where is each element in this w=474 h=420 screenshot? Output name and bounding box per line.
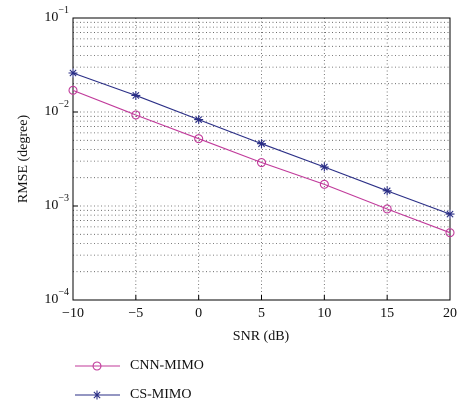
data-point — [194, 134, 204, 144]
y-tick-label: 10−2 — [44, 99, 69, 119]
y-tick-label: 10−4 — [44, 287, 69, 307]
x-tick-label: −5 — [128, 306, 143, 321]
data-point — [256, 157, 267, 168]
x-tick-label: 15 — [380, 306, 394, 321]
data-point — [68, 85, 78, 95]
x-tick-label: 0 — [195, 306, 202, 321]
legend-label: CNN-MIMO — [130, 358, 204, 373]
x-tick-label: −10 — [62, 306, 84, 321]
x-tick-label: 5 — [258, 306, 265, 321]
data-point — [131, 90, 141, 100]
data-point — [382, 186, 392, 196]
legend-marker — [92, 361, 102, 371]
data-point — [257, 139, 266, 149]
data-point — [194, 115, 204, 125]
data-point — [445, 228, 455, 238]
data-point — [445, 209, 455, 219]
series-line — [72, 89, 451, 234]
plot-frame — [72, 17, 451, 301]
data-point — [319, 179, 329, 189]
y-axis-title: RMSE (degree) — [16, 115, 31, 204]
y-tick-label: 10−1 — [44, 5, 69, 25]
legend-marker — [92, 390, 102, 400]
legend-label: CS-MIMO — [130, 387, 191, 402]
y-tick-label: 10−3 — [44, 193, 69, 213]
x-tick-label: 20 — [443, 306, 457, 321]
data-point — [68, 68, 78, 78]
data-point — [319, 162, 329, 172]
data-point — [131, 110, 141, 120]
x-axis-title: SNR (dB) — [233, 329, 290, 344]
data-point — [382, 204, 392, 214]
x-tick-label: 10 — [317, 306, 331, 321]
